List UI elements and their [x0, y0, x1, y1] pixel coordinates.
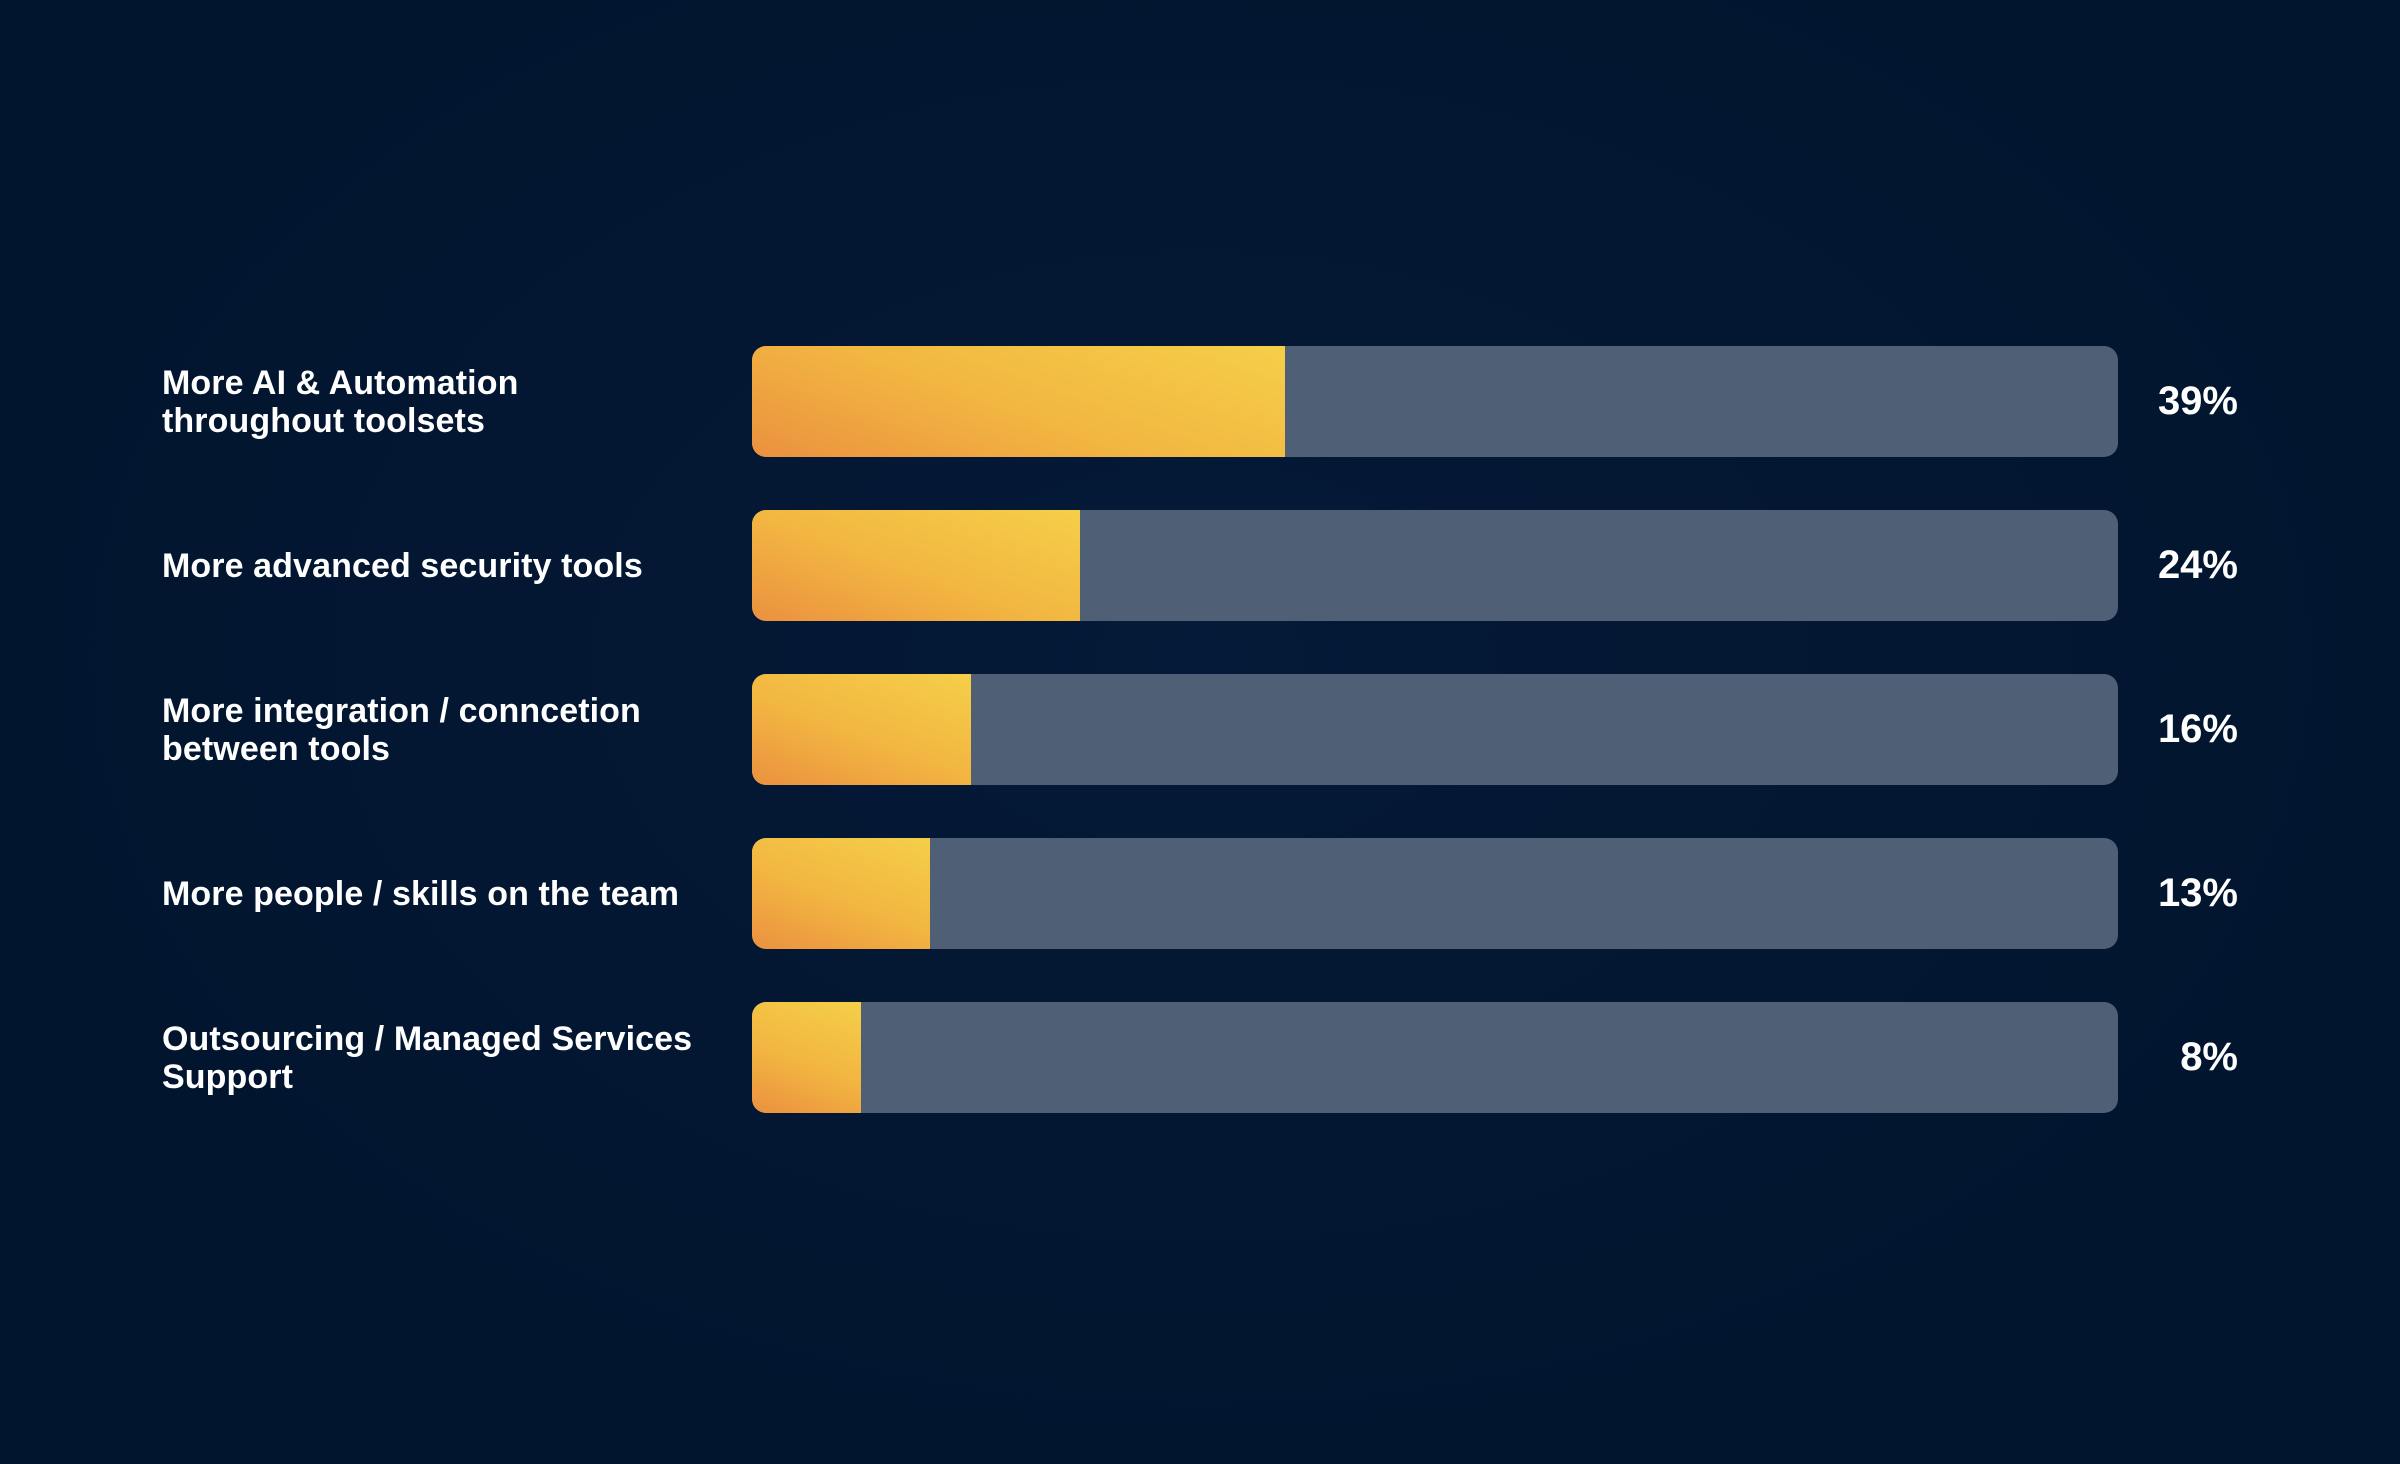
category-label: More advanced security tools	[162, 546, 643, 585]
bar-row-2: More advanced security tools 24%	[0, 510, 2400, 621]
value-label: 8%	[2180, 1035, 2238, 1079]
category-label: More people / skills on the team	[162, 874, 680, 913]
value-label: 39%	[2157, 379, 2238, 423]
bar-row-1: More AI & Automation throughout toolsets…	[0, 346, 2400, 457]
bar	[752, 674, 971, 785]
bar-row-4: More people / skills on the team 13%	[0, 838, 2400, 949]
bar-track	[752, 838, 2118, 949]
bar-track	[752, 674, 2118, 785]
category-label: More AI & Automation throughout toolsets	[162, 363, 519, 440]
value-label: 16%	[2157, 707, 2238, 751]
bar-track	[752, 346, 2118, 457]
category-label: Outsourcing / Managed Services Support	[162, 1019, 693, 1096]
bar	[752, 838, 930, 949]
bar-row-3: More integration / conncetion between to…	[0, 674, 2400, 785]
bar-track	[752, 1002, 2118, 1113]
bar	[752, 346, 1285, 457]
bar	[752, 1002, 861, 1113]
bar-row-5: Outsourcing / Managed Services Support 8…	[0, 1002, 2400, 1113]
bar	[752, 510, 1080, 621]
value-label: 24%	[2157, 543, 2238, 587]
bar-track	[752, 510, 2118, 621]
value-label: 13%	[2157, 871, 2238, 915]
category-label: More integration / conncetion between to…	[162, 691, 641, 768]
